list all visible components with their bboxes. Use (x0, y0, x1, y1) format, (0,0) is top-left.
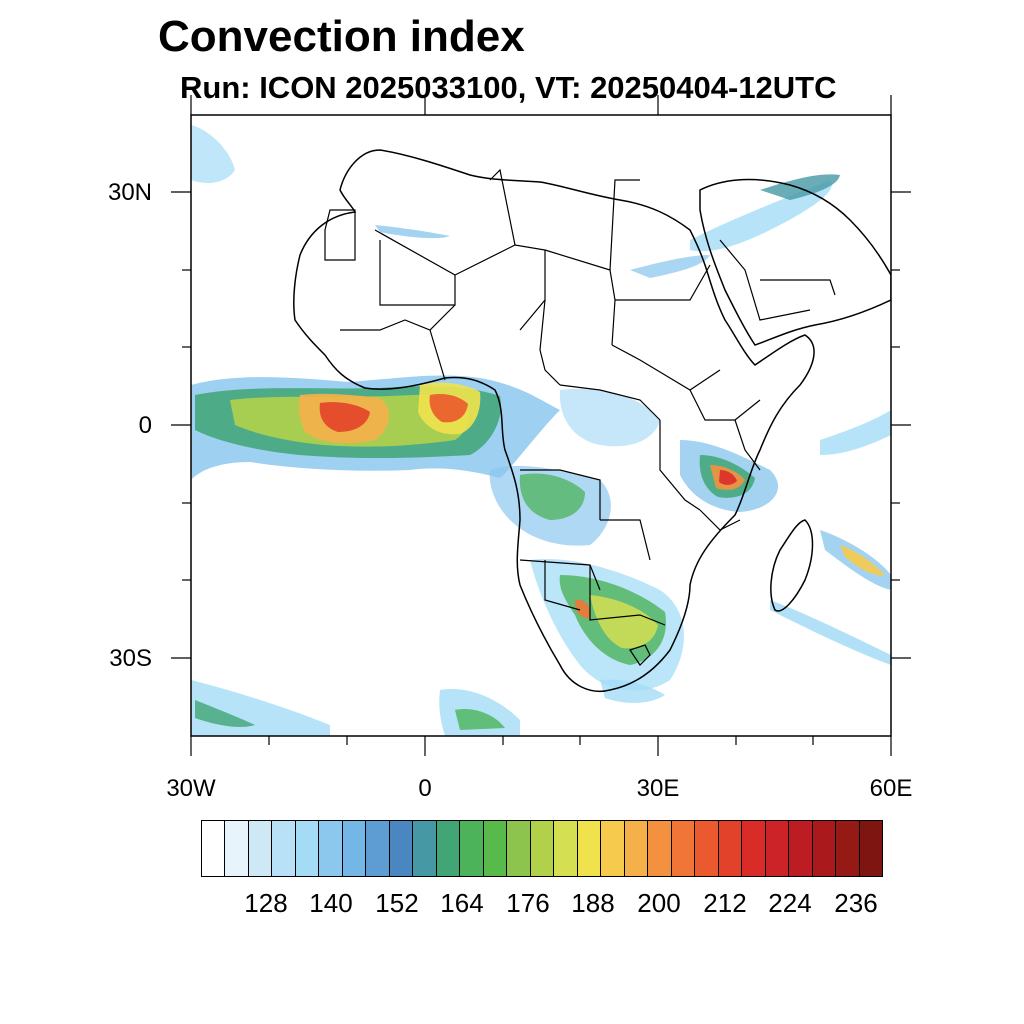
colorbar-tick-label: 188 (571, 888, 615, 918)
colorbar-swatch (765, 821, 790, 876)
colorbar-swatch (554, 821, 578, 876)
colorbar-swatch (577, 821, 602, 876)
colorbar-swatch (248, 821, 273, 876)
convection-field (191, 125, 891, 736)
colorbar-swatch (295, 821, 320, 876)
colorbar-swatch (389, 821, 414, 876)
colorbar-tick-label: 164 (440, 888, 484, 918)
colorbar-swatch (483, 821, 508, 876)
colorbar-swatch (202, 821, 226, 876)
run-label: Run: ICON 2025033100, (180, 70, 527, 105)
colorbar-swatch (342, 821, 367, 876)
colorbar-swatch (366, 821, 390, 876)
colorbar-tick-label: 212 (703, 888, 747, 918)
chart-subtitle: Run: ICON 2025033100, VT: 20250404-12UTC (180, 70, 837, 106)
colorbar-swatch (718, 821, 743, 876)
arabia-outline (699, 178, 891, 346)
colorbar-swatch (460, 821, 484, 876)
colorbar-swatch (859, 821, 883, 876)
colorbar-swatch (319, 821, 343, 876)
lon-label-30e: 30E (636, 775, 680, 802)
colorbar-swatch (530, 821, 555, 876)
colorbar-tick-label: 236 (834, 888, 878, 918)
colorbar-tick-label: 128 (244, 888, 288, 918)
colorbar-swatch (836, 821, 860, 876)
colorbar-swatch (695, 821, 719, 876)
colorbar-tick-label: 140 (309, 888, 353, 918)
colorbar-tick-label: 152 (375, 888, 419, 918)
colorbar-tick-label: 200 (637, 888, 681, 918)
colorbar-tick-label: 224 (768, 888, 812, 918)
colorbar-swatch (413, 821, 437, 876)
colorbar-swatch (225, 821, 249, 876)
axis-ticks (171, 95, 911, 756)
lon-label-0: 0 (418, 775, 432, 802)
colorbar-swatch (507, 821, 531, 876)
colorbar-swatch (601, 821, 625, 876)
colorbar-swatch (436, 821, 461, 876)
colorbar (201, 820, 883, 877)
coastline (293, 149, 815, 692)
lon-label-30w: 30W (166, 775, 216, 802)
colorbar-swatch (671, 821, 696, 876)
colorbar-swatch (812, 821, 837, 876)
madagascar-outline (770, 519, 814, 612)
colorbar-swatch (742, 821, 766, 876)
colorbar-swatch (624, 821, 649, 876)
lat-label-30s: 30S (109, 645, 152, 672)
colorbar-swatch (789, 821, 813, 876)
colorbar-swatch (272, 821, 296, 876)
valid-time-label: VT: 20250404-12UTC (534, 70, 837, 105)
colorbar-tick-label: 176 (506, 888, 550, 918)
colorbar-swatch (648, 821, 672, 876)
country-borders (324, 168, 836, 666)
chart-title: Convection index (158, 12, 525, 61)
lat-label-0: 0 (138, 412, 152, 439)
lon-label-60e: 60E (869, 775, 913, 802)
lat-label-30n: 30N (107, 179, 152, 206)
